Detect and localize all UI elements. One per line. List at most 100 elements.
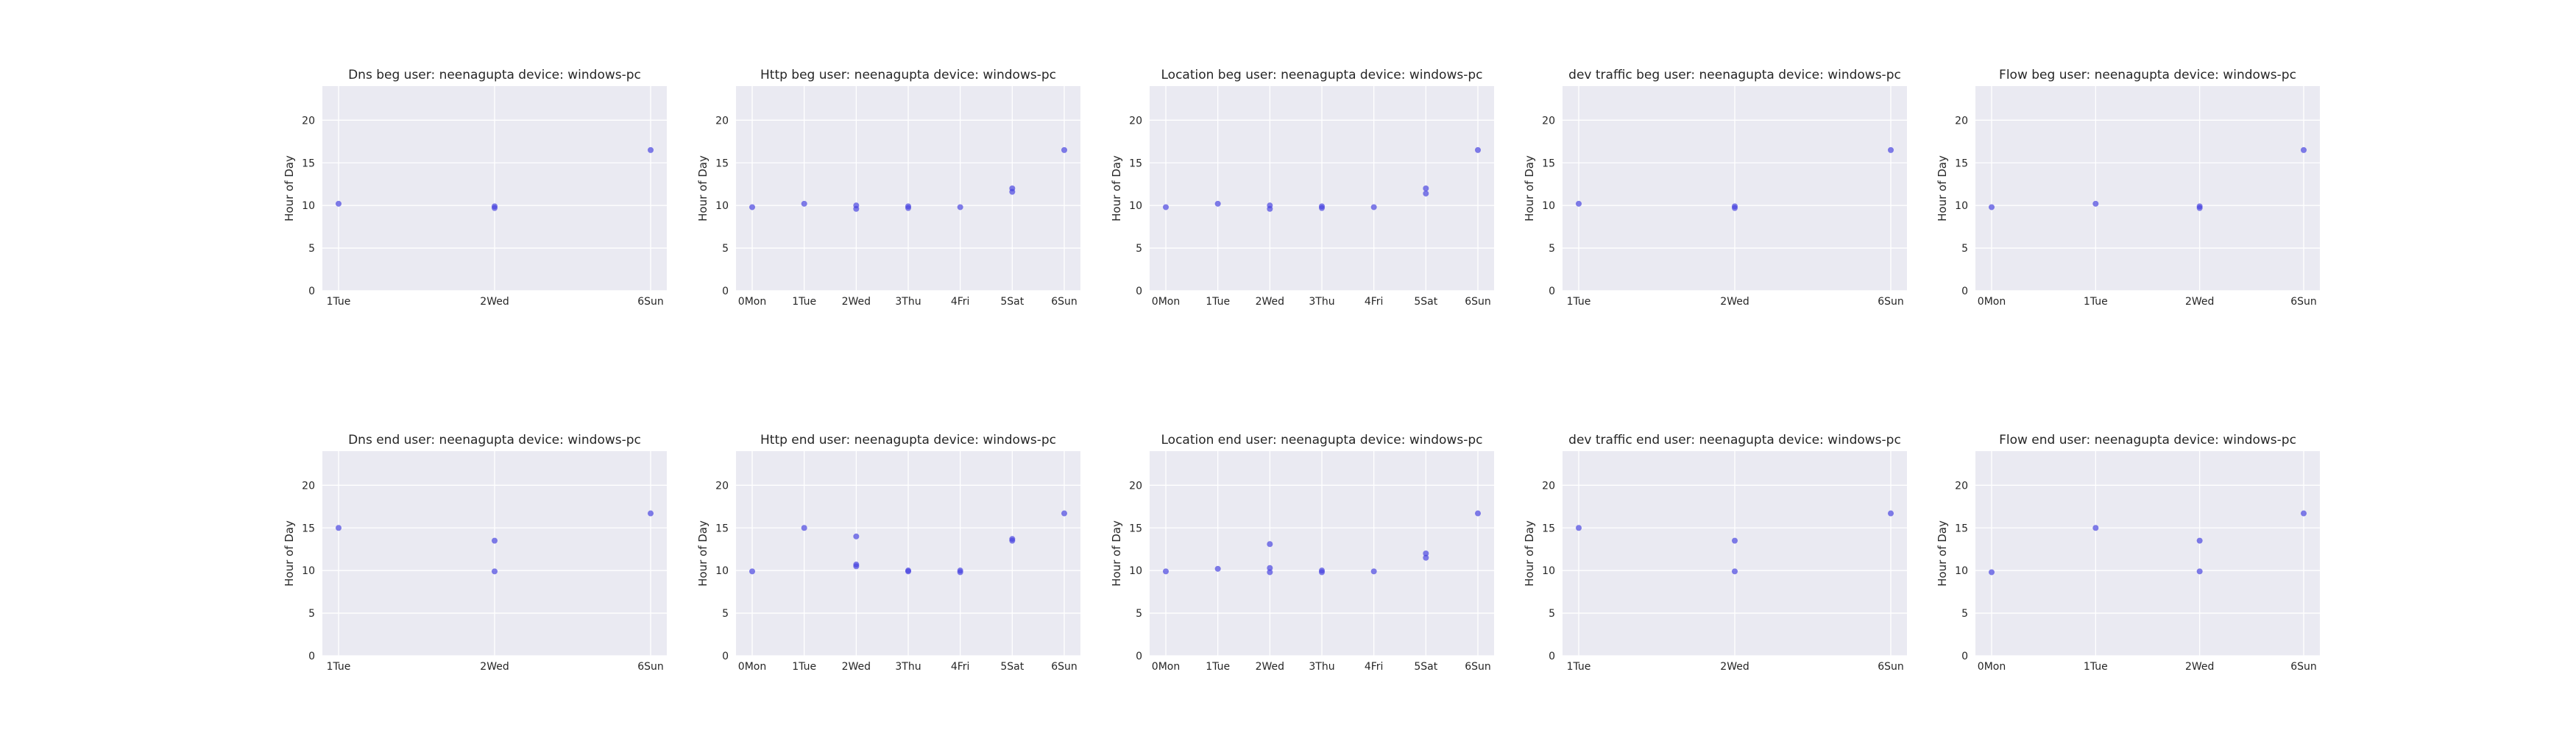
y-axis-label: Hour of Day [283, 520, 296, 587]
data-point [853, 533, 860, 539]
x-tick-label: 2Wed [842, 661, 871, 673]
y-tick-label: 5 [1961, 608, 1968, 620]
x-tick-label: 2Wed [1720, 296, 1749, 308]
data-point [1732, 203, 1738, 210]
data-point [905, 567, 911, 574]
x-tick-label: 6Sun [1878, 661, 1904, 673]
data-point [648, 510, 654, 517]
data-point [1732, 537, 1738, 544]
x-tick-label: 2Wed [480, 661, 509, 673]
subplot-title: Flow end user: neenagupta device: window… [1999, 433, 2296, 447]
data-point [1061, 510, 1067, 517]
y-axis-label: Hour of Day [1523, 155, 1536, 222]
plot-area [1975, 86, 2320, 291]
x-tick-label: 5Sat [1414, 661, 1437, 673]
x-tick-label: 6Sun [1465, 296, 1491, 308]
y-axis-label: Hour of Day [696, 520, 710, 587]
y-tick-label: 10 [302, 565, 315, 577]
x-tick-label: 6Sun [1878, 296, 1904, 308]
subplot-0: 0 5 10 15 20 1Tue 2Wed 6Sun Dns beg user: neenag… [283, 68, 667, 308]
subplot-title: Flow beg user: neenagupta device: window… [1999, 68, 2296, 82]
data-point [1163, 204, 1169, 210]
data-point [853, 202, 860, 209]
y-tick-label: 0 [1136, 286, 1142, 297]
subplot-title: dev traffic beg user: neenagupta device:… [1568, 68, 1901, 82]
y-tick-label: 15 [1955, 158, 1968, 169]
x-tick-label: 0Mon [738, 296, 766, 308]
data-point [957, 204, 963, 210]
data-point [1061, 146, 1067, 153]
subplot-2: 0 5 10 15 20 0Mon 1Tue 2Wed 3Thu 4Fri 5Sat 6Sun Loca… [1110, 68, 1494, 308]
data-point [2196, 203, 2203, 210]
data-point [1267, 565, 1273, 571]
data-point [905, 203, 911, 210]
y-tick-label: 15 [1129, 523, 1142, 534]
x-tick-label: 6Sun [637, 296, 664, 308]
x-tick-label: 5Sat [1000, 661, 1024, 673]
data-point [336, 200, 342, 207]
data-point [1423, 190, 1429, 197]
data-point [1214, 200, 1221, 207]
data-point [1267, 202, 1273, 209]
y-tick-label: 10 [1542, 200, 1555, 212]
x-tick-label: 0Mon [1978, 661, 2006, 673]
y-tick-label: 10 [715, 200, 729, 212]
x-tick-label: 4Fri [1365, 296, 1384, 308]
x-tick-label: 2Wed [1256, 661, 1284, 673]
y-tick-label: 5 [1549, 243, 1555, 255]
subplot-title: Location beg user: neenagupta device: wi… [1161, 68, 1483, 82]
x-tick-label: 4Fri [951, 296, 970, 308]
subplot-title: Dns beg user: neenagupta device: windows… [348, 68, 641, 82]
subplot-title: Http end user: neenagupta device: window… [760, 433, 1056, 447]
data-point [1423, 554, 1429, 561]
data-point [336, 525, 342, 531]
data-point [1423, 551, 1429, 556]
data-point [1319, 567, 1325, 574]
data-point [1576, 525, 1582, 531]
x-tick-label: 6Sun [2290, 661, 2317, 673]
subplot-6: 0 5 10 15 20 0Mon 1Tue 2Wed 3Thu 4Fri 5Sat 6Sun Http… [696, 433, 1080, 673]
subplot-7: 0 5 10 15 20 0Mon 1Tue 2Wed 3Thu 4Fri 5Sat 6Sun Loca… [1110, 433, 1494, 673]
x-tick-label: 1Tue [792, 661, 816, 673]
data-point [2092, 200, 2099, 207]
data-point [1475, 146, 1481, 153]
y-tick-label: 10 [715, 565, 729, 577]
y-tick-label: 10 [302, 200, 315, 212]
data-point [1888, 510, 1894, 517]
data-point [749, 568, 755, 575]
x-tick-label: 5Sat [1414, 296, 1437, 308]
x-tick-label: 4Fri [951, 661, 970, 673]
x-tick-label: 2Wed [842, 296, 871, 308]
y-tick-label: 5 [1136, 243, 1142, 255]
y-axis-label: Hour of Day [696, 155, 710, 222]
data-point [648, 146, 654, 153]
y-tick-label: 20 [715, 115, 729, 127]
x-tick-label: 1Tue [1567, 296, 1591, 308]
subplot-title: Location end user: neenagupta device: wi… [1161, 433, 1483, 447]
y-tick-label: 20 [1542, 115, 1555, 127]
y-tick-label: 0 [1549, 286, 1555, 297]
x-tick-label: 1Tue [792, 296, 816, 308]
data-point [2301, 510, 2307, 517]
x-tick-label: 1Tue [327, 661, 351, 673]
y-axis-label: Hour of Day [1523, 520, 1536, 587]
x-tick-label: 4Fri [1365, 661, 1384, 673]
x-tick-label: 1Tue [1567, 661, 1591, 673]
x-tick-label: 6Sun [637, 661, 664, 673]
data-point [2301, 146, 2307, 153]
subplot-title: Http beg user: neenagupta device: window… [760, 68, 1056, 82]
x-tick-label: 1Tue [1206, 296, 1230, 308]
data-point [2092, 525, 2099, 531]
x-tick-label: 3Thu [1309, 296, 1334, 308]
data-point [492, 568, 498, 575]
y-tick-label: 15 [1129, 158, 1142, 169]
x-tick-label: 3Thu [1309, 661, 1334, 673]
subplot-title: dev traffic end user: neenagupta device:… [1568, 433, 1901, 447]
subplot-1: 0 5 10 15 20 0Mon 1Tue 2Wed 3Thu 4Fri 5Sat 6Sun Http… [696, 68, 1080, 308]
x-tick-label: 5Sat [1000, 296, 1024, 308]
data-point [801, 525, 807, 531]
data-point [1009, 185, 1016, 191]
data-point [1370, 568, 1377, 575]
y-tick-label: 20 [302, 480, 315, 492]
